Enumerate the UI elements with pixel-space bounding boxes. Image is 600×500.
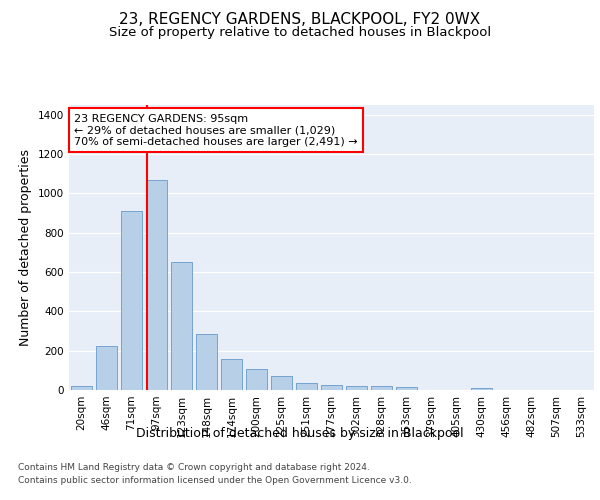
Bar bbox=[221, 358, 242, 390]
Bar bbox=[346, 386, 367, 390]
Text: 23, REGENCY GARDENS, BLACKPOOL, FY2 0WX: 23, REGENCY GARDENS, BLACKPOOL, FY2 0WX bbox=[119, 12, 481, 28]
Bar bbox=[471, 388, 492, 390]
Bar bbox=[171, 262, 192, 390]
Text: 23 REGENCY GARDENS: 95sqm
← 29% of detached houses are smaller (1,029)
70% of se: 23 REGENCY GARDENS: 95sqm ← 29% of detac… bbox=[74, 114, 358, 147]
Bar bbox=[71, 386, 92, 390]
Text: Size of property relative to detached houses in Blackpool: Size of property relative to detached ho… bbox=[109, 26, 491, 39]
Y-axis label: Number of detached properties: Number of detached properties bbox=[19, 149, 32, 346]
Bar bbox=[321, 385, 342, 390]
Bar bbox=[396, 387, 417, 390]
Bar bbox=[96, 346, 117, 390]
Bar bbox=[296, 382, 317, 390]
Text: Contains public sector information licensed under the Open Government Licence v3: Contains public sector information licen… bbox=[18, 476, 412, 485]
Bar bbox=[271, 376, 292, 390]
Bar bbox=[246, 370, 267, 390]
Text: Contains HM Land Registry data © Crown copyright and database right 2024.: Contains HM Land Registry data © Crown c… bbox=[18, 462, 370, 471]
Bar bbox=[371, 386, 392, 390]
Bar bbox=[196, 334, 217, 390]
Text: Distribution of detached houses by size in Blackpool: Distribution of detached houses by size … bbox=[136, 428, 464, 440]
Bar bbox=[146, 180, 167, 390]
Bar bbox=[121, 211, 142, 390]
